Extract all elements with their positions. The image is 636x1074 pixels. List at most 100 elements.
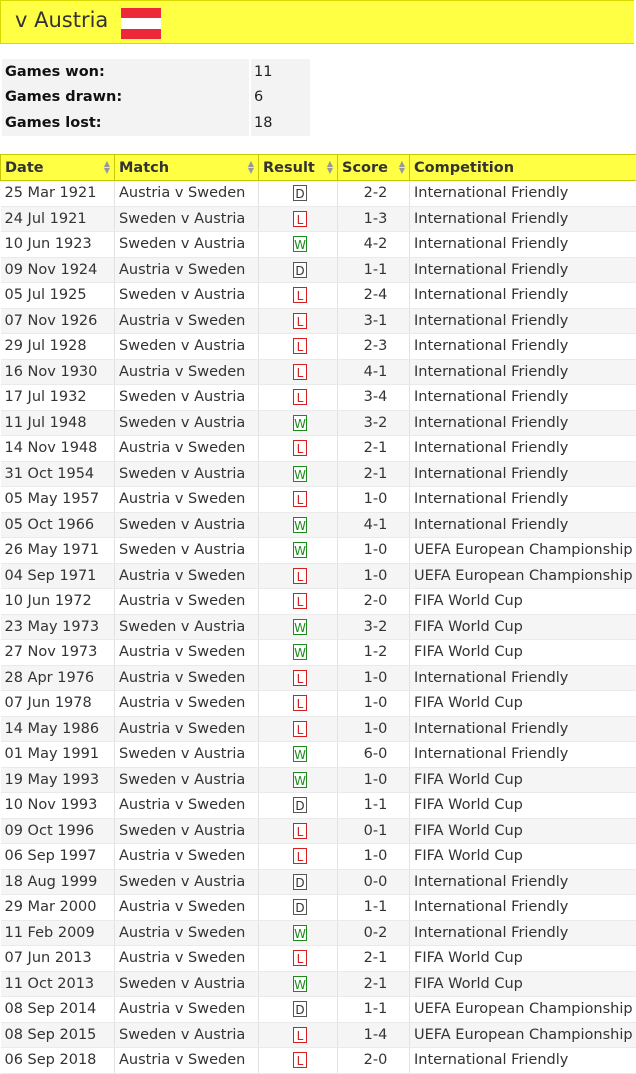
match-competition: FIFA World Cup bbox=[410, 971, 636, 997]
match-competition: International Friendly bbox=[410, 487, 636, 513]
table-header-row: Date▲▼ Match▲▼ Result▲▼ Score▲▼ Competit… bbox=[1, 155, 636, 181]
column-header-competition[interactable]: Competition bbox=[410, 155, 636, 181]
match-teams: Austria v Sweden bbox=[115, 997, 259, 1023]
match-teams: Austria v Sweden bbox=[115, 589, 259, 615]
match-score: 2-1 bbox=[338, 436, 410, 462]
match-score: 2-0 bbox=[338, 1048, 410, 1074]
column-header-score[interactable]: Score▲▼ bbox=[338, 155, 410, 181]
match-date: 11 Oct 2013 bbox=[1, 971, 115, 997]
match-date: 18 Aug 1999 bbox=[1, 869, 115, 895]
match-result: L bbox=[259, 844, 338, 870]
match-teams: Sweden v Austria bbox=[115, 1022, 259, 1048]
match-result: L bbox=[259, 206, 338, 232]
match-date: 08 Sep 2015 bbox=[1, 1022, 115, 1048]
match-competition: FIFA World Cup bbox=[410, 640, 636, 666]
summary-label: Games lost: bbox=[2, 110, 249, 136]
match-date: 27 Nov 1973 bbox=[1, 640, 115, 666]
match-date: 14 Nov 1948 bbox=[1, 436, 115, 462]
result-badge: W bbox=[293, 466, 307, 482]
match-score: 1-1 bbox=[338, 793, 410, 819]
match-competition: International Friendly bbox=[410, 436, 636, 462]
match-result: L bbox=[259, 1022, 338, 1048]
column-header-label: Score bbox=[342, 160, 388, 176]
match-teams: Austria v Sweden bbox=[115, 665, 259, 691]
result-badge: W bbox=[293, 236, 307, 252]
result-badge: W bbox=[293, 925, 307, 941]
match-score: 2-3 bbox=[338, 334, 410, 360]
match-result: D bbox=[259, 181, 338, 207]
column-header-result[interactable]: Result▲▼ bbox=[259, 155, 338, 181]
match-competition: International Friendly bbox=[410, 665, 636, 691]
result-badge: D bbox=[293, 797, 307, 813]
match-result: L bbox=[259, 563, 338, 589]
match-score: 1-0 bbox=[338, 538, 410, 564]
match-competition: UEFA European Championship bbox=[410, 538, 636, 564]
match-result: L bbox=[259, 589, 338, 615]
match-date: 11 Feb 2009 bbox=[1, 920, 115, 946]
match-result: W bbox=[259, 538, 338, 564]
result-badge: L bbox=[293, 491, 307, 507]
match-date: 10 Jun 1972 bbox=[1, 589, 115, 615]
match-competition: International Friendly bbox=[410, 257, 636, 283]
match-result: D bbox=[259, 257, 338, 283]
column-header-date[interactable]: Date▲▼ bbox=[1, 155, 115, 181]
result-badge: L bbox=[293, 950, 307, 966]
match-score: 1-0 bbox=[338, 767, 410, 793]
match-teams: Austria v Sweden bbox=[115, 436, 259, 462]
result-badge: L bbox=[293, 313, 307, 329]
match-score: 3-2 bbox=[338, 410, 410, 436]
match-date: 07 Jun 2013 bbox=[1, 946, 115, 972]
match-teams: Sweden v Austria bbox=[115, 206, 259, 232]
result-badge: W bbox=[293, 746, 307, 762]
match-score: 3-1 bbox=[338, 308, 410, 334]
match-teams: Sweden v Austria bbox=[115, 334, 259, 360]
sort-arrows-icon: ▲▼ bbox=[248, 160, 254, 174]
match-score: 2-1 bbox=[338, 946, 410, 972]
column-header-label: Competition bbox=[414, 160, 514, 176]
match-result: L bbox=[259, 946, 338, 972]
match-teams: Austria v Sweden bbox=[115, 844, 259, 870]
match-date: 05 Oct 1966 bbox=[1, 512, 115, 538]
match-teams: Austria v Sweden bbox=[115, 946, 259, 972]
match-result: L bbox=[259, 334, 338, 360]
match-result: W bbox=[259, 461, 338, 487]
match-date: 09 Oct 1996 bbox=[1, 818, 115, 844]
match-teams: Austria v Sweden bbox=[115, 691, 259, 717]
result-badge: W bbox=[293, 542, 307, 558]
match-date: 29 Jul 1928 bbox=[1, 334, 115, 360]
match-teams: Sweden v Austria bbox=[115, 818, 259, 844]
match-date: 07 Jun 1978 bbox=[1, 691, 115, 717]
match-score: 1-0 bbox=[338, 691, 410, 717]
match-result: L bbox=[259, 818, 338, 844]
match-competition: International Friendly bbox=[410, 206, 636, 232]
match-date: 24 Jul 1921 bbox=[1, 206, 115, 232]
match-teams: Sweden v Austria bbox=[115, 232, 259, 258]
result-badge: D bbox=[293, 874, 307, 890]
sort-arrows-icon: ▲▼ bbox=[104, 160, 110, 174]
match-teams: Austria v Sweden bbox=[115, 257, 259, 283]
match-teams: Sweden v Austria bbox=[115, 385, 259, 411]
result-badge: D bbox=[293, 262, 307, 278]
match-score: 4-1 bbox=[338, 512, 410, 538]
match-teams: Sweden v Austria bbox=[115, 461, 259, 487]
match-score: 0-0 bbox=[338, 869, 410, 895]
match-competition: International Friendly bbox=[410, 1048, 636, 1074]
column-header-match[interactable]: Match▲▼ bbox=[115, 155, 259, 181]
match-competition: International Friendly bbox=[410, 920, 636, 946]
match-competition: International Friendly bbox=[410, 742, 636, 768]
